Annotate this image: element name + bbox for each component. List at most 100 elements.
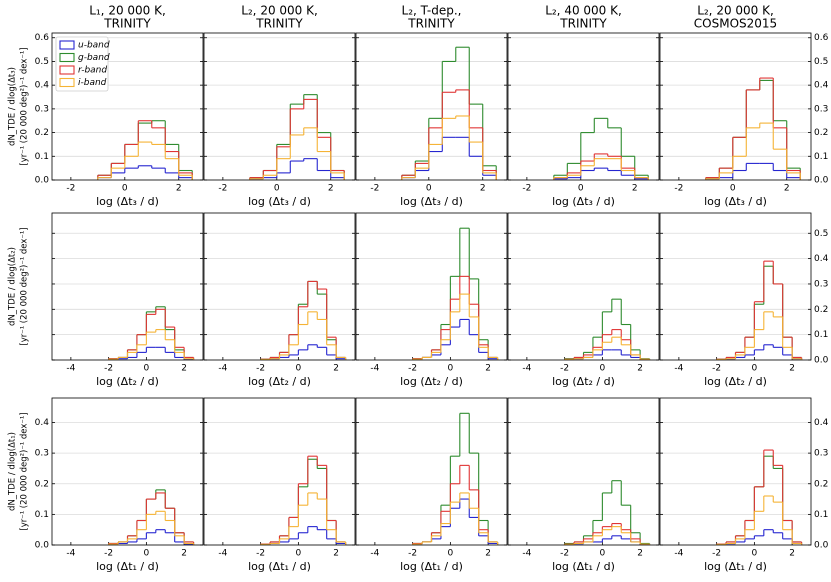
step-connector (401, 47, 497, 180)
y-tick-label: 0.0 (35, 541, 50, 551)
step-connector (716, 529, 803, 545)
y-tick-label: 0.2 (814, 128, 828, 138)
x-axis-label: log (Δt₂ / d) (248, 375, 311, 388)
step-connector (553, 118, 649, 180)
y-tick-label: 0.4 (814, 81, 829, 91)
plot-frame (507, 397, 660, 546)
x-axis-label: log (Δt₃ / d) (704, 195, 767, 208)
step-connector (705, 123, 801, 180)
step-connector (260, 459, 347, 545)
step-connector (401, 115, 497, 180)
panel-title: L₁, 20 000 K, (89, 4, 166, 18)
y-axis-label: [yr⁻¹ (20 000 deg²)⁻¹ dex⁻¹] (20, 412, 30, 530)
y-tick-label: 0.6 (35, 33, 50, 43)
x-axis-label: log (Δt₂ / d) (704, 375, 767, 388)
panel-title: TRINITY (103, 17, 151, 31)
x-tick-label: -2 (674, 184, 683, 194)
x-tick-label: 2 (784, 184, 790, 194)
y-axis-label: dN_TDE / dlog(Δt₂) (8, 247, 18, 326)
x-tick-label: -2 (522, 184, 531, 194)
x-tick-label: -4 (218, 549, 227, 559)
step-connector (401, 89, 497, 180)
y-tick-label: 0.1 (814, 510, 828, 520)
panel-title: L₂, 20 000 K, (241, 4, 318, 18)
plot-frame (203, 397, 356, 546)
x-tick-label: 0 (600, 549, 606, 559)
x-tick-label: 2 (181, 549, 187, 559)
step-connector (97, 120, 193, 180)
x-tick-label: 0 (296, 364, 302, 374)
x-tick-label: -4 (674, 364, 683, 374)
x-tick-label: -2 (104, 364, 113, 374)
x-tick-label: 0 (274, 184, 280, 194)
x-tick-label: -4 (522, 364, 531, 374)
legend-label: u-band (78, 41, 110, 51)
x-tick-label: 0 (144, 364, 150, 374)
x-tick-label: 0 (600, 364, 606, 374)
step-connector (716, 266, 803, 360)
step-connector (260, 492, 347, 545)
panel-title: TRINITY (559, 17, 607, 31)
x-tick-label: 0 (730, 184, 736, 194)
x-tick-label: 2 (328, 184, 334, 194)
x-tick-label: -2 (218, 184, 227, 194)
x-axis-label: log (Δt₂ / d) (552, 375, 615, 388)
step-connector (260, 281, 347, 360)
x-tick-label: -4 (218, 364, 227, 374)
x-tick-label: -2 (256, 549, 265, 559)
step-connector (108, 492, 195, 545)
x-tick-label: 0 (144, 549, 150, 559)
y-tick-label: 0.1 (814, 152, 828, 162)
y-axis-label: dN_TDE / dlog(Δt₁) (8, 432, 18, 511)
y-tick-label: 0.4 (35, 81, 50, 91)
y-tick-label: 0.3 (35, 449, 49, 459)
step-connector (412, 499, 499, 545)
plot-frame (51, 32, 204, 181)
panel-title: TRINITY (407, 17, 455, 31)
x-tick-label: -2 (560, 364, 569, 374)
plot-frame (355, 397, 508, 546)
x-axis-label: log (Δt₃ / d) (552, 195, 615, 208)
x-tick-label: 2 (176, 184, 182, 194)
y-tick-label: 0.4 (35, 418, 50, 428)
plot-frame (355, 32, 508, 181)
y-tick-label: 0.0 (814, 541, 829, 551)
y-axis-label: [yr⁻¹ (20 000 deg²)⁻¹ dex⁻¹] (20, 227, 30, 345)
x-tick-label: -2 (560, 549, 569, 559)
step-connector (260, 311, 347, 360)
legend-swatch (59, 40, 75, 50)
y-tick-label: 0.1 (35, 510, 49, 520)
x-tick-label: 2 (485, 364, 491, 374)
x-tick-label: 0 (296, 549, 302, 559)
x-tick-label: -4 (66, 549, 75, 559)
x-tick-label: -2 (408, 364, 417, 374)
plot-frame (203, 212, 356, 361)
x-tick-label: 2 (333, 364, 339, 374)
y-tick-label: 0.3 (814, 279, 828, 289)
y-tick-label: 0.1 (814, 330, 828, 340)
plot-frame (507, 32, 660, 181)
plot-frame (203, 32, 356, 181)
step-connector (412, 492, 499, 545)
y-tick-label: 0.4 (814, 418, 829, 428)
step-connector (108, 489, 195, 545)
plot-frame (507, 212, 660, 361)
y-tick-label: 0.5 (814, 57, 828, 67)
y-tick-label: 0.2 (814, 479, 828, 489)
x-axis-label: log (Δt₃ / d) (400, 195, 463, 208)
y-tick-label: 0.6 (814, 33, 829, 43)
x-axis-label: log (Δt₁ / d) (248, 560, 311, 573)
legend-swatch (59, 52, 75, 63)
legend-box (55, 36, 109, 92)
plot-frame (51, 397, 204, 546)
x-axis-label: log (Δt₂ / d) (96, 375, 159, 388)
x-tick-label: -4 (370, 549, 379, 559)
legend-label: g-band (78, 53, 110, 63)
x-tick-label: 0 (426, 184, 432, 194)
step-connector (97, 142, 193, 180)
y-tick-label: 0.2 (35, 128, 49, 138)
y-tick-label: 0.1 (35, 152, 49, 162)
x-tick-label: 2 (632, 184, 638, 194)
x-axis-label: log (Δt₁ / d) (96, 560, 159, 573)
